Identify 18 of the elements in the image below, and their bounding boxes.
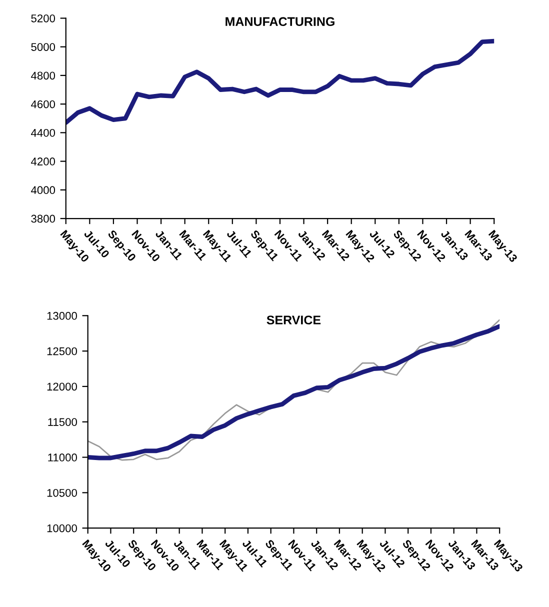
y-tick-label: 4600 bbox=[31, 100, 56, 108]
y-tick-label: 11000 bbox=[48, 454, 77, 462]
y-tick-label: 12500 bbox=[47, 347, 77, 356]
y-tick-label: 12000 bbox=[47, 382, 77, 391]
y-tick-label: 4400 bbox=[31, 128, 56, 137]
y-tick-label: 10000 bbox=[47, 524, 77, 532]
y-tick-label: 4200 bbox=[31, 158, 56, 166]
chart-title: SERVICE bbox=[266, 316, 321, 324]
y-tick-label: 4000 bbox=[31, 186, 56, 194]
y-tick-label: 4800 bbox=[31, 72, 56, 80]
y-tick-label: 10500 bbox=[47, 488, 77, 497]
chart-title: MANUFACTURING bbox=[226, 17, 334, 26]
y-tick-label: 5000 bbox=[31, 43, 56, 51]
y-tick-label: 13000 bbox=[47, 312, 77, 320]
y-tick-label: 11500 bbox=[48, 418, 77, 426]
y-tick-label: 5200 bbox=[31, 14, 56, 22]
y-tick-label: 3800 bbox=[31, 214, 56, 223]
line-series bbox=[66, 38, 494, 125]
